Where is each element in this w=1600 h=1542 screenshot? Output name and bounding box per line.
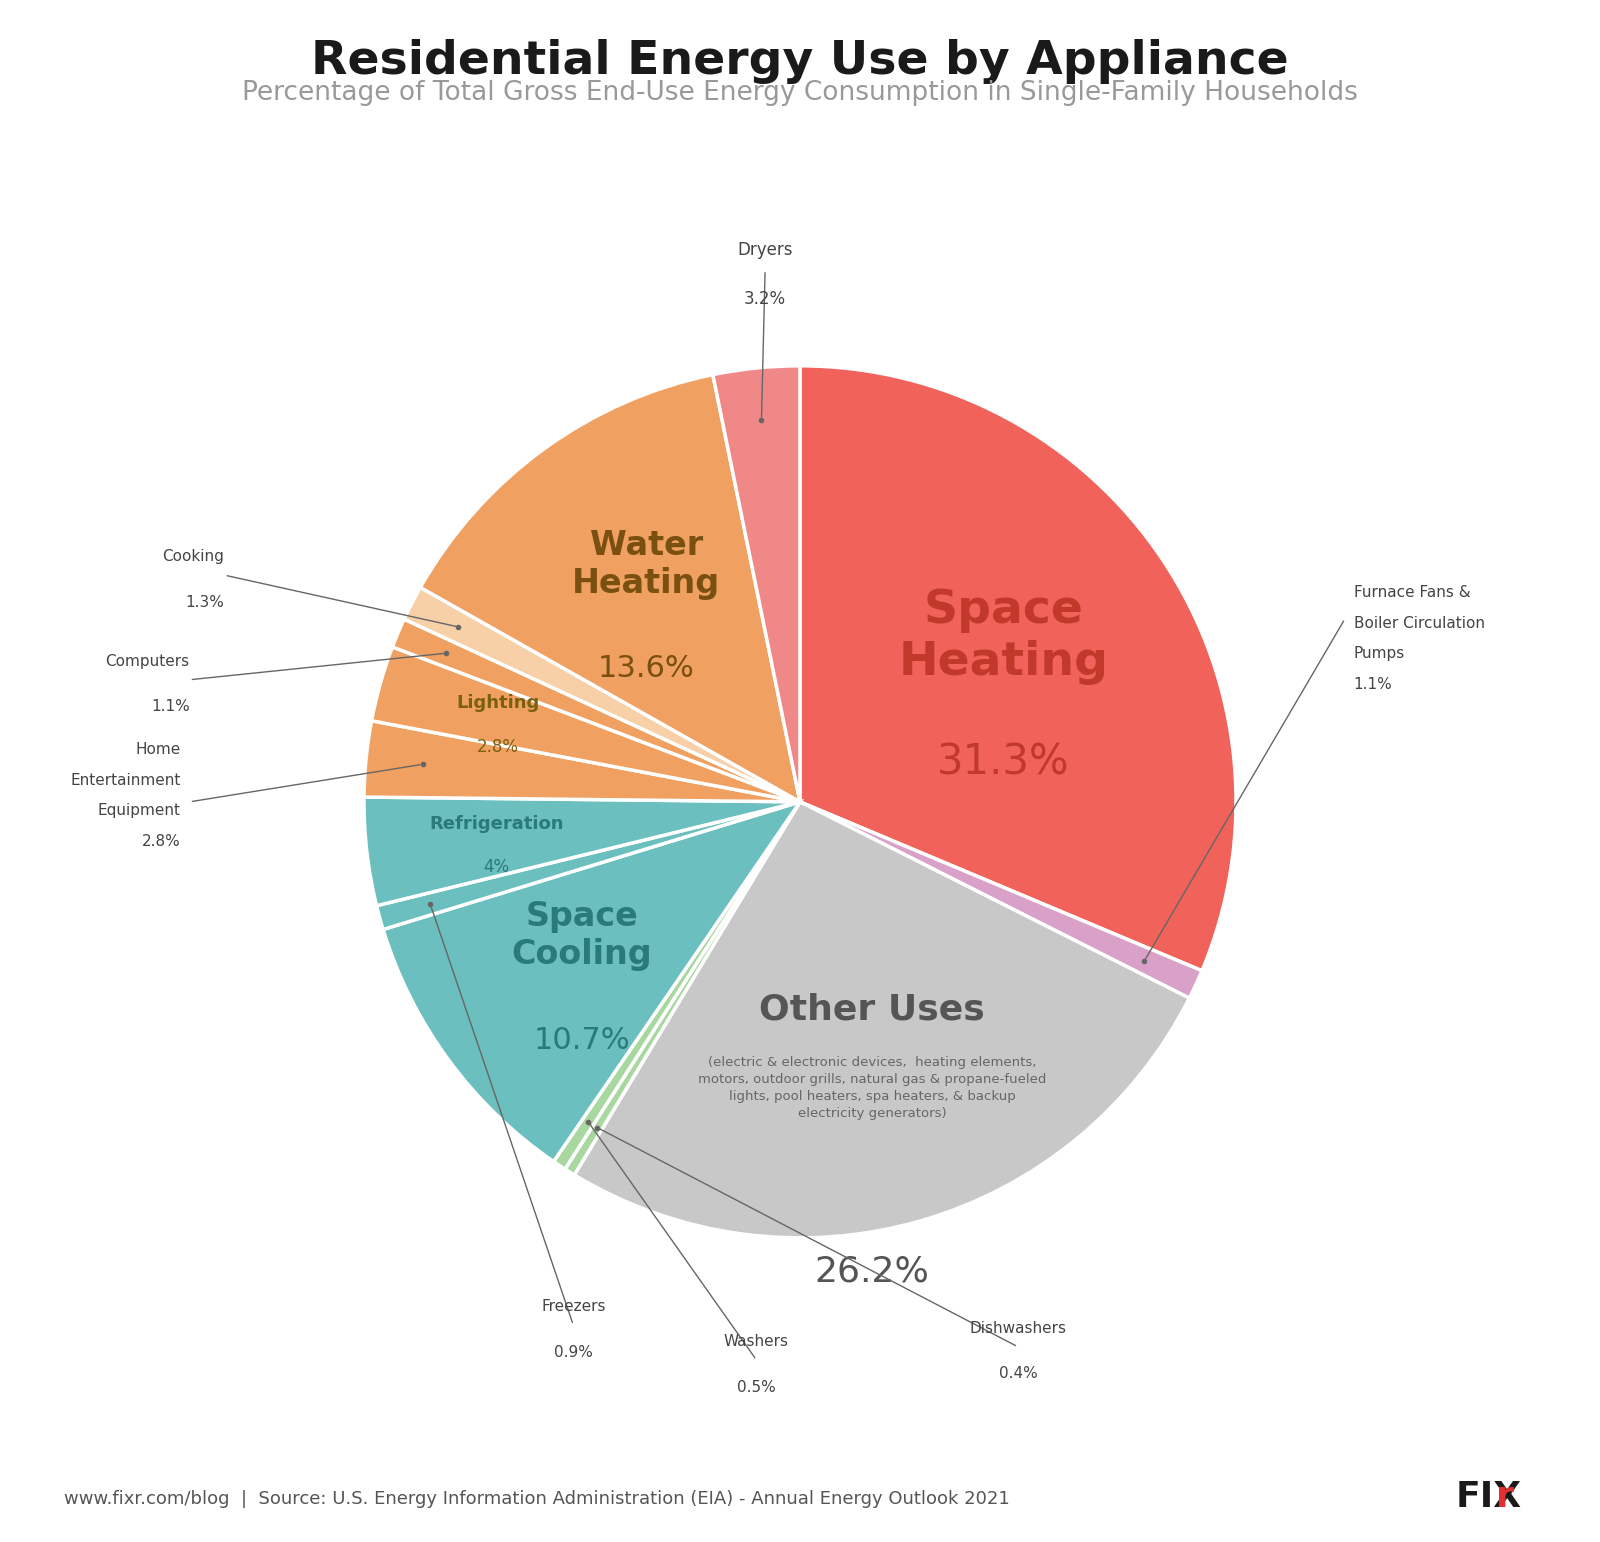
Text: Other Uses: Other Uses [760,993,986,1027]
Text: Refrigeration: Refrigeration [429,814,565,833]
Text: Freezers: Freezers [541,1300,605,1314]
Text: Home: Home [136,742,181,757]
Wedge shape [405,588,800,802]
Text: 0.4%: 0.4% [998,1366,1037,1382]
Text: 2.8%: 2.8% [477,739,518,756]
Text: Dryers: Dryers [738,241,794,259]
Wedge shape [376,802,800,930]
Text: 0.5%: 0.5% [738,1380,776,1394]
Text: Equipment: Equipment [98,803,181,819]
Text: Dishwashers: Dishwashers [970,1321,1067,1335]
Wedge shape [565,802,800,1175]
Text: Lighting: Lighting [456,694,539,712]
Wedge shape [421,375,800,802]
Text: 3.2%: 3.2% [744,290,786,307]
Text: Furnace Fans &: Furnace Fans & [1354,584,1470,600]
Text: Entertainment: Entertainment [70,773,181,788]
Text: Space
Cooling: Space Cooling [512,901,653,971]
Text: 10.7%: 10.7% [534,1025,630,1055]
Wedge shape [392,620,800,802]
Text: Percentage of Total Gross End-Use Energy Consumption in Single-Family Households: Percentage of Total Gross End-Use Energy… [242,80,1358,106]
Text: Cooking: Cooking [163,549,224,564]
Wedge shape [800,365,1237,971]
Text: (electric & electronic devices,  heating elements,
motors, outdoor grills, natur: (electric & electronic devices, heating … [698,1056,1046,1119]
Text: Water
Heating: Water Heating [573,529,720,600]
Text: Space
Heating: Space Heating [898,588,1109,685]
Text: Washers: Washers [723,1334,789,1349]
Text: Pumps: Pumps [1354,646,1405,662]
Text: 2.8%: 2.8% [142,834,181,848]
Wedge shape [382,802,800,1161]
Text: 4%: 4% [483,859,510,876]
Text: r: r [1496,1480,1514,1514]
Text: 0.9%: 0.9% [554,1345,592,1360]
Wedge shape [365,720,800,802]
Text: 13.6%: 13.6% [598,654,694,683]
Text: Boiler Circulation: Boiler Circulation [1354,615,1485,631]
Text: FIX: FIX [1456,1480,1522,1514]
Text: 1.1%: 1.1% [1354,677,1392,692]
Text: 26.2%: 26.2% [814,1254,930,1288]
Wedge shape [714,365,800,802]
Text: 1.1%: 1.1% [150,700,189,714]
Wedge shape [371,648,800,802]
Wedge shape [800,802,1202,998]
Wedge shape [574,802,1189,1238]
Text: 1.3%: 1.3% [186,595,224,609]
Text: Computers: Computers [106,654,189,669]
Wedge shape [363,797,800,905]
Text: Residential Energy Use by Appliance: Residential Energy Use by Appliance [310,39,1290,83]
Text: 31.3%: 31.3% [938,742,1070,783]
Wedge shape [554,802,800,1169]
Text: www.fixr.com/blog  |  Source: U.S. Energy Information Administration (EIA) - Ann: www.fixr.com/blog | Source: U.S. Energy … [64,1490,1010,1508]
